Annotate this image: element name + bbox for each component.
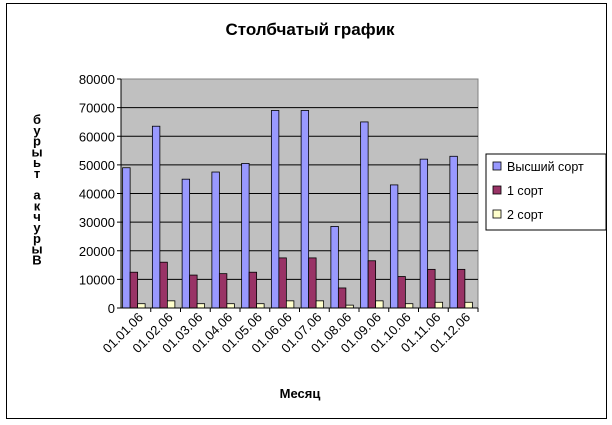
bar-sort1	[248, 271, 258, 309]
bar-vysshiy	[419, 158, 429, 309]
bar-vysshiy	[211, 171, 220, 309]
bar-sort1	[427, 268, 436, 309]
bar-sort1	[159, 261, 168, 309]
bar-sort1	[129, 271, 139, 309]
legend-swatch	[492, 185, 502, 195]
y-axis-label-char: ь	[33, 155, 41, 170]
bar-sort1	[367, 260, 377, 309]
bar-sort2	[285, 300, 295, 309]
legend-swatch	[492, 161, 502, 171]
y-axis-label-char: ы	[31, 242, 42, 257]
bar-vysshiy	[241, 163, 250, 309]
bar-vysshiy	[360, 121, 369, 309]
legend-box	[485, 153, 607, 231]
y-tick-label: 20000	[79, 244, 115, 259]
bar-sort2	[137, 303, 146, 309]
bar-sort2	[226, 303, 235, 309]
bar-sort1	[308, 257, 317, 309]
y-tick-label: 50000	[79, 158, 115, 173]
bar-vysshiy	[122, 167, 131, 309]
bar-sort1	[456, 268, 466, 309]
y-axis-label-char: р	[33, 231, 41, 246]
bar-sort2	[196, 303, 206, 309]
bar-vysshiy	[449, 155, 458, 309]
legend-label: 2 сорт	[507, 208, 543, 222]
bar-vysshiy	[300, 110, 310, 309]
legend-label: 1 сорт	[507, 184, 543, 198]
y-tick-label: 40000	[79, 187, 115, 202]
chart-title: Столбчатый график	[225, 20, 395, 39]
legend-swatch	[492, 209, 502, 219]
y-axis-tick-labels: 0 10000 20000 30000 40000 50000 60000 70000 8000…	[79, 72, 121, 316]
x-axis-tick-labels: 01.01.0601.02.0601.03.0601.04.0601.05.06…	[100, 308, 479, 356]
bar-sort2	[256, 303, 265, 309]
y-axis-label-char: б	[33, 112, 41, 127]
bar-vysshiy	[389, 184, 399, 309]
y-axis-label-char: а	[33, 188, 41, 203]
y-tick-label: 60000	[79, 129, 115, 144]
bar-sort2	[404, 303, 414, 309]
y-tick-label: 80000	[79, 72, 115, 87]
bar-vysshiy	[330, 226, 339, 309]
bar-sort1	[278, 257, 287, 309]
y-axis-label-char: к	[34, 198, 41, 213]
bar-sort1	[397, 276, 406, 309]
y-tick-label: 0	[108, 301, 115, 316]
y-axis-label-char: у	[33, 123, 41, 138]
legend: Высший сорт 1 сорт 2 сорт	[485, 153, 607, 231]
legend-label: Высший сорт	[507, 160, 584, 174]
y-axis-label-char: т	[34, 166, 40, 181]
bar-sort1	[337, 287, 347, 309]
y-axis-label-char: В	[32, 252, 41, 267]
y-tick-label: 10000	[79, 272, 115, 287]
bar-sort2	[166, 300, 176, 309]
bar-vysshiy	[270, 110, 280, 309]
y-tick-label: 70000	[79, 101, 115, 116]
y-axis-label-char: ч	[33, 209, 41, 224]
grid-lines	[121, 107, 478, 280]
y-axis-label-char: ы	[31, 144, 42, 159]
bar-sort2	[464, 301, 473, 309]
bar-vysshiy	[151, 125, 161, 309]
bar-sort2	[375, 300, 384, 309]
bars	[122, 110, 473, 309]
y-axis-label-char: у	[33, 220, 41, 235]
bar-sort1	[189, 274, 198, 309]
bar-sort2	[315, 300, 325, 309]
bar-sort1	[218, 273, 228, 309]
y-tick-label: 30000	[79, 215, 115, 230]
y-axis-label-char: р	[33, 134, 41, 149]
bar-sort2	[434, 301, 444, 309]
bar-vysshiy	[181, 178, 191, 309]
x-axis-label: Месяц	[280, 386, 321, 401]
